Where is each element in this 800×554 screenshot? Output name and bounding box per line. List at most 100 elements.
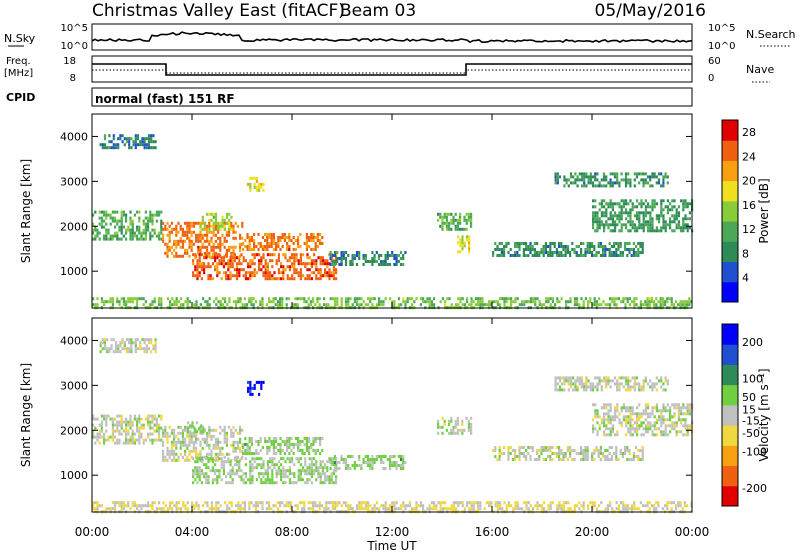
- heatmap-cell: [249, 185, 252, 189]
- heatmap-cell: [306, 253, 309, 257]
- heatmap-cell: [255, 176, 258, 180]
- heatmap-cell: [116, 234, 119, 238]
- heatmap-cell: [647, 430, 650, 434]
- heatmap-cell: [544, 248, 547, 251]
- heatmap-cell: [554, 385, 557, 389]
- heatmap-cell: [277, 245, 280, 248]
- heatmap-cell: [514, 254, 517, 257]
- heatmap-cell: [624, 181, 628, 185]
- heatmap-cell: [514, 297, 517, 301]
- heatmap-cell: [208, 443, 211, 447]
- heatmap-cell: [514, 245, 517, 248]
- heatmap-cell: [648, 303, 651, 307]
- heatmap-cell: [225, 215, 229, 219]
- heatmap-cell: [292, 452, 295, 455]
- heatmap-cell: [651, 205, 654, 209]
- heatmap-cell: [605, 403, 608, 407]
- heatmap-cell: [214, 478, 217, 482]
- colorbar-segment: [722, 465, 738, 487]
- heatmap-cell: [92, 222, 95, 226]
- heatmap-cell: [133, 501, 136, 505]
- heatmap-cell: [382, 260, 385, 263]
- heatmap-cell: [632, 452, 635, 455]
- heatmap-cell: [297, 457, 300, 461]
- heatmap-cell: [147, 435, 150, 439]
- heatmap-cell: [380, 455, 383, 458]
- heatmap-cell: [175, 443, 178, 447]
- heatmap-cell: [307, 501, 310, 505]
- heatmap-cell: [294, 239, 297, 242]
- heatmap-cell: [216, 478, 219, 482]
- heatmap-cell: [572, 382, 575, 386]
- heatmap-cell: [648, 300, 651, 304]
- heatmap-cell: [611, 418, 614, 422]
- heatmap-cell: [313, 262, 316, 266]
- x-tick-label: 00:00: [675, 525, 710, 539]
- heatmap-cell: [326, 259, 329, 263]
- heatmap-cell: [260, 466, 263, 470]
- heatmap-cell: [203, 271, 206, 275]
- heatmap-cell: [644, 208, 647, 212]
- heatmap-cell: [540, 303, 543, 307]
- heatmap-cell: [103, 435, 106, 439]
- heatmap-cell: [231, 262, 234, 266]
- heatmap-cell: [404, 303, 407, 307]
- heatmap-cell: [177, 431, 180, 435]
- heatmap-cell: [461, 297, 464, 301]
- heatmap-cell: [622, 501, 625, 505]
- heatmap-cell: [288, 472, 291, 476]
- heatmap-cell: [647, 202, 650, 206]
- heatmap-cell: [166, 227, 169, 231]
- heatmap-cell: [384, 507, 387, 511]
- heatmap-cell: [297, 460, 300, 464]
- heatmap-cell: [255, 449, 258, 452]
- heatmap-cell: [336, 461, 339, 464]
- heatmap-cell: [196, 472, 199, 476]
- heatmap-cell: [563, 178, 566, 182]
- heatmap-cell: [193, 430, 196, 434]
- heatmap-cell: [173, 434, 176, 438]
- heatmap-cell: [286, 440, 289, 443]
- heatmap-cell: [516, 504, 519, 508]
- heatmap-cell: [125, 213, 128, 217]
- heatmap-cell: [566, 251, 569, 254]
- heatmap-cell: [187, 421, 190, 425]
- heatmap-cell: [111, 429, 114, 433]
- heatmap-cell: [212, 233, 215, 237]
- heatmap-cell: [452, 218, 455, 222]
- heatmap-cell: [660, 385, 663, 389]
- heatmap-cell: [382, 507, 385, 511]
- heatmap-cell: [160, 225, 163, 229]
- heatmap-cell: [214, 224, 217, 228]
- heatmap-cell: [620, 406, 623, 410]
- heatmap-cell: [312, 239, 315, 242]
- heatmap-cell: [305, 443, 308, 446]
- heatmap-cell: [248, 242, 251, 245]
- colorbar-segment: [722, 180, 738, 202]
- heatmap-cell: [558, 254, 561, 257]
- heatmap-cell: [682, 406, 685, 410]
- heatmap-cell: [222, 262, 225, 266]
- heatmap-cell: [197, 236, 200, 240]
- heatmap-cell: [580, 178, 584, 182]
- heatmap-cell: [238, 475, 241, 479]
- heatmap-cell: [136, 143, 140, 147]
- heatmap-cell: [284, 253, 287, 257]
- heatmap-cell: [324, 481, 327, 485]
- heatmap-cell: [483, 303, 486, 307]
- heatmap-cell: [297, 449, 300, 452]
- heatmap-cell: [388, 254, 392, 257]
- heatmap-cell: [98, 423, 101, 427]
- heatmap-cell: [266, 239, 269, 242]
- heatmap-cell: [628, 248, 631, 251]
- heatmap-cell: [553, 452, 556, 455]
- heatmap-cell: [273, 457, 276, 461]
- heatmap-cell: [188, 221, 191, 225]
- heatmap-cell: [147, 137, 151, 141]
- heatmap-cell: [625, 406, 628, 410]
- heatmap-cell: [150, 140, 153, 144]
- heatmap-cell: [591, 242, 594, 245]
- heatmap-cell: [127, 432, 130, 436]
- heatmap-cell: [201, 236, 204, 240]
- heatmap-cell: [222, 256, 225, 260]
